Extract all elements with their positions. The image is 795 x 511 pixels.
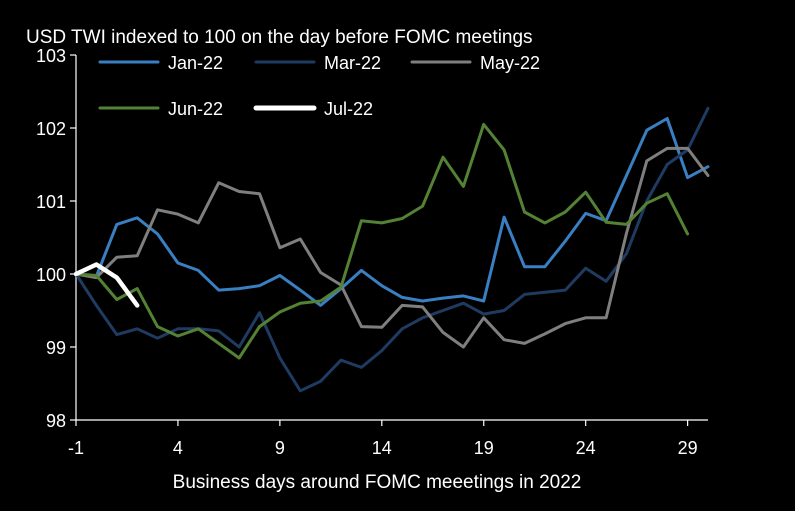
x-tick-label: 19: [474, 438, 494, 458]
x-tick-label: 9: [275, 438, 285, 458]
axes: 98 99 100 101 102 103 -1 4 9 14 19 24 29: [36, 46, 708, 458]
legend-label-jan-22: Jan-22: [168, 53, 223, 73]
legend-label-may-22: May-22: [480, 53, 540, 73]
legend-label-jun-22: Jun-22: [168, 99, 223, 119]
series-line-jul-22: [73, 262, 140, 308]
legend-label-mar-22: Mar-22: [324, 53, 381, 73]
series-line-may-22: [74, 146, 710, 349]
x-tick-label: 24: [576, 438, 596, 458]
y-tick-label: 100: [36, 265, 66, 285]
chart-title: USD TWI indexed to 100 on the day before…: [26, 27, 533, 48]
y-tick-label: 98: [46, 411, 66, 431]
y-tick-label: 99: [46, 338, 66, 358]
y-tick-label: 101: [36, 192, 66, 212]
x-tick-label: -1: [68, 438, 84, 458]
y-tick-label: 103: [36, 46, 66, 66]
series-line-mar-22: [74, 106, 710, 393]
legend-label-jul-22: Jul-22: [324, 99, 373, 119]
series-line-jun-22: [74, 122, 690, 360]
x-axis-label: Business days around FOMC meeetings in 2…: [173, 472, 582, 493]
x-tick-label: 29: [678, 438, 698, 458]
x-tick-label: 14: [372, 438, 392, 458]
series-lines: [73, 106, 710, 393]
x-tick-label: 4: [173, 438, 183, 458]
legend: Jan-22 Mar-22 May-22 Jun-22 Jul-22: [98, 53, 540, 119]
y-tick-label: 102: [36, 119, 66, 139]
